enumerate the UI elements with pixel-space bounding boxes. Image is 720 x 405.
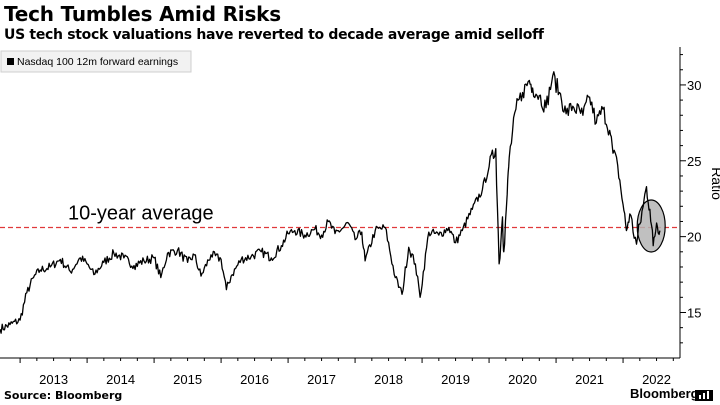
- average-label: 10-year average: [68, 203, 214, 225]
- legend-label: Nasdaq 100 12m forward earnings: [17, 56, 178, 68]
- source-note: Source: Bloomberg: [4, 389, 123, 402]
- series-layer: [0, 71, 661, 334]
- x-tick-label: 2022: [642, 372, 671, 387]
- legend-swatch: [7, 58, 14, 65]
- y-tick-label: 20: [687, 230, 701, 245]
- x-tick-label: 2018: [374, 372, 403, 387]
- legend: Nasdaq 100 12m forward earnings: [0, 50, 192, 73]
- x-tick-label: 2021: [575, 372, 604, 387]
- y-axis-label: Ratio: [709, 167, 720, 200]
- x-tick-label: 2015: [173, 372, 202, 387]
- brand-name: Bloomberg: [630, 386, 699, 401]
- x-tick-label: 2014: [106, 372, 135, 387]
- plot-frame: [0, 47, 681, 359]
- x-tick-label: 2016: [240, 372, 269, 387]
- x-tick-label: 2020: [508, 372, 537, 387]
- y-tick-label: 30: [687, 78, 701, 93]
- y-tick-label: 15: [687, 305, 701, 320]
- x-tick-label: 2019: [441, 372, 470, 387]
- x-axis-ticks: 2013 2014 2015 2016 2017 2018 2019 2020 2021 2022: [19, 358, 674, 387]
- chart-subtitle: US tech stock valuations have reverted t…: [4, 27, 544, 43]
- brand-terminal-icon: [695, 390, 713, 401]
- x-tick-label: 2017: [307, 372, 336, 387]
- y-axis-ticks: 15 20 25 30: [680, 54, 701, 344]
- y-tick-label: 25: [687, 154, 701, 169]
- chart-title: Tech Tumbles Amid Risks: [4, 2, 281, 26]
- legend-box: [0, 50, 192, 73]
- series-line: [0, 71, 661, 334]
- x-tick-label: 2013: [39, 372, 68, 387]
